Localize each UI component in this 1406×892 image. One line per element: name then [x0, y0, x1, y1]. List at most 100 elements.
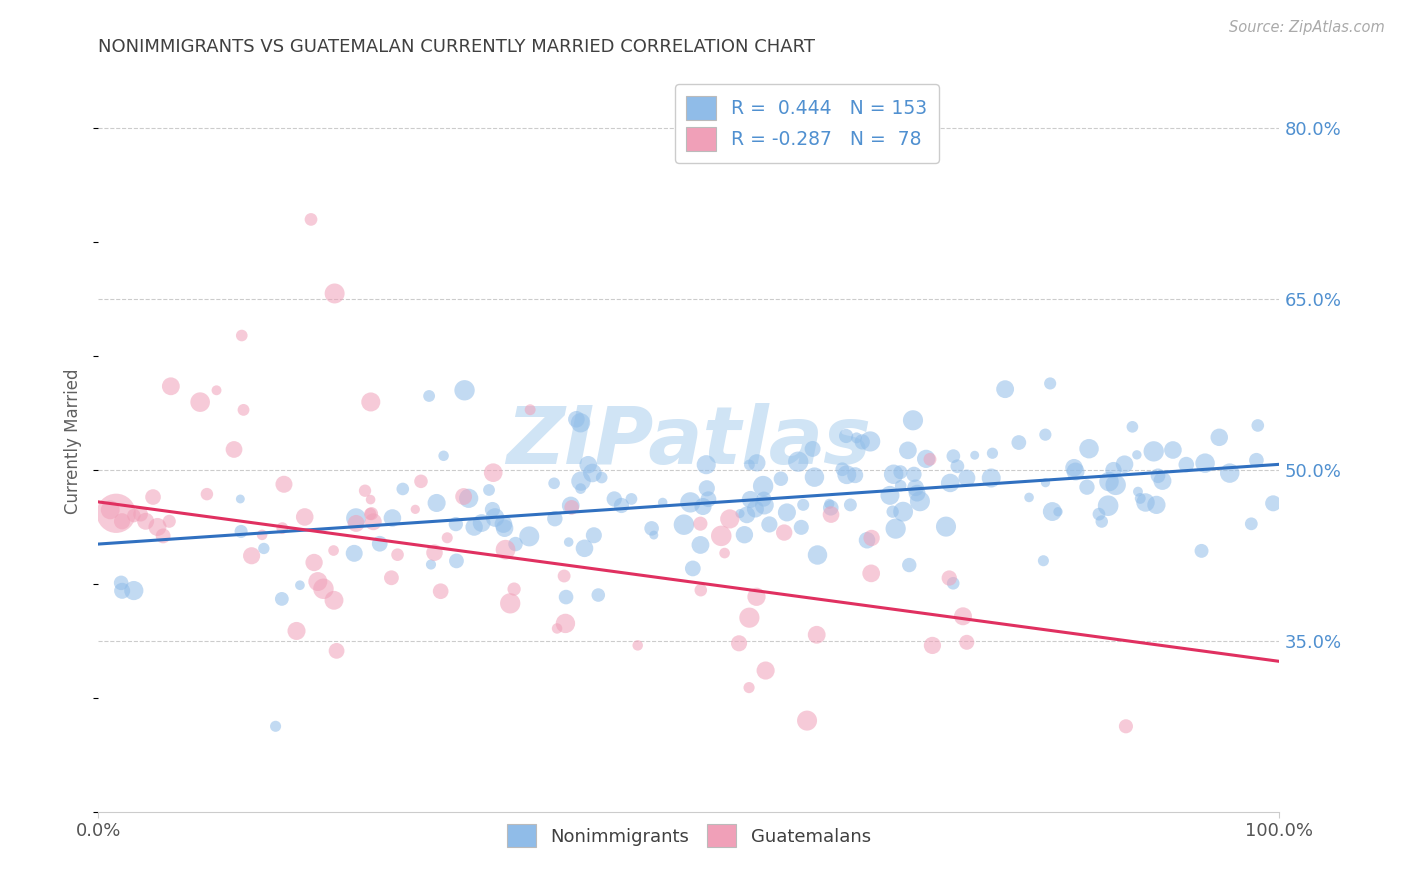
Point [939, 475, 962, 490]
Point [728, 636, 751, 650]
Point [471, 516, 494, 530]
Point [905, 486, 928, 500]
Point [1219, 466, 1241, 480]
Point [557, 535, 579, 549]
Point [1032, 554, 1054, 568]
Point [555, 590, 578, 604]
Point [343, 546, 366, 560]
Point [801, 442, 824, 456]
Point [1008, 435, 1031, 450]
Point [806, 548, 828, 562]
Point [1039, 376, 1062, 391]
Point [740, 492, 762, 507]
Point [503, 582, 526, 596]
Point [942, 449, 965, 463]
Point [323, 286, 346, 301]
Point [288, 578, 311, 592]
Point [360, 507, 382, 521]
Point [229, 524, 252, 539]
Point [790, 520, 813, 534]
Point [851, 434, 873, 449]
Point [391, 482, 413, 496]
Point [229, 491, 252, 506]
Point [429, 584, 451, 599]
Point [994, 382, 1017, 396]
Point [1175, 458, 1198, 472]
Point [1102, 463, 1125, 477]
Point [253, 541, 276, 556]
Point [481, 502, 503, 516]
Point [640, 521, 662, 535]
Point [1161, 442, 1184, 457]
Point [1033, 427, 1056, 442]
Point [903, 467, 925, 482]
Point [205, 384, 228, 398]
Point [758, 517, 780, 532]
Point [457, 491, 479, 506]
Point [453, 384, 475, 398]
Point [921, 639, 943, 653]
Point [494, 521, 516, 535]
Point [682, 561, 704, 575]
Point [160, 379, 183, 393]
Point [188, 395, 211, 409]
Point [152, 529, 174, 543]
Point [806, 628, 828, 642]
Point [1240, 516, 1263, 531]
Point [122, 508, 145, 523]
Point [1040, 504, 1063, 518]
Point [517, 529, 540, 543]
Point [844, 468, 866, 483]
Point [423, 546, 446, 560]
Point [361, 515, 384, 529]
Point [271, 521, 294, 535]
Point [946, 459, 969, 474]
Point [796, 714, 818, 728]
Point [1063, 460, 1085, 475]
Point [1143, 444, 1166, 458]
Point [463, 520, 485, 534]
Point [495, 542, 517, 557]
Point [890, 479, 912, 493]
Point [1263, 496, 1285, 510]
Point [322, 543, 344, 558]
Point [773, 525, 796, 540]
Point [689, 583, 711, 598]
Point [879, 488, 901, 502]
Point [231, 328, 253, 343]
Point [588, 588, 610, 602]
Point [942, 576, 965, 591]
Point [884, 522, 907, 536]
Point [728, 507, 751, 521]
Point [404, 502, 426, 516]
Point [918, 452, 941, 467]
Point [1152, 474, 1174, 488]
Point [1076, 480, 1098, 494]
Point [409, 475, 432, 489]
Point [697, 492, 720, 507]
Point [689, 516, 711, 531]
Point [1035, 475, 1057, 490]
Point [105, 506, 128, 520]
Point [744, 502, 766, 516]
Point [146, 520, 169, 534]
Point [1114, 457, 1136, 471]
Point [418, 389, 440, 403]
Point [733, 527, 755, 541]
Point [735, 508, 758, 522]
Point [482, 466, 505, 480]
Point [792, 498, 814, 512]
Point [294, 510, 316, 524]
Point [420, 558, 443, 572]
Point [387, 548, 409, 562]
Point [859, 434, 882, 449]
Point [436, 531, 458, 545]
Point [359, 507, 381, 521]
Point [695, 458, 717, 472]
Point [111, 514, 134, 528]
Point [1147, 468, 1170, 483]
Point [963, 448, 986, 462]
Point [787, 455, 810, 469]
Point [1098, 475, 1121, 489]
Point [901, 413, 924, 427]
